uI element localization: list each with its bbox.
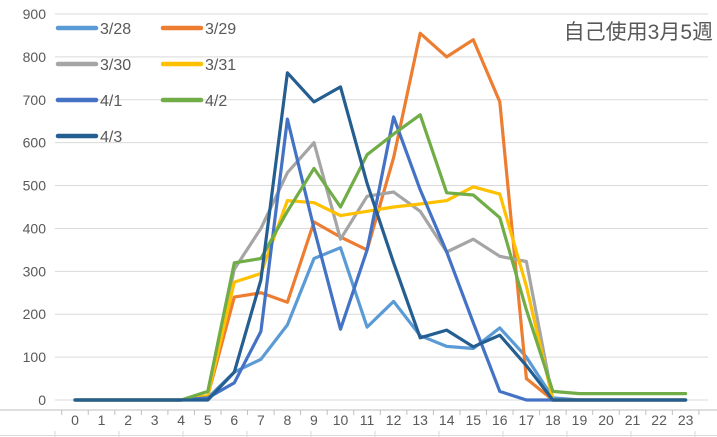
legend-label-3-31: 3/31 (205, 57, 236, 74)
x-tick-label-1: 1 (98, 412, 106, 428)
legend-item-3-30[interactable]: 3/30 (55, 57, 131, 74)
x-tick-label-4: 4 (177, 412, 185, 428)
y-tick-label-200: 200 (23, 306, 47, 322)
y-tick-label-600: 600 (23, 135, 47, 151)
x-tick-label-14: 14 (439, 412, 455, 428)
x-tick-label-7: 7 (257, 412, 265, 428)
x-tick-label-19: 19 (572, 412, 588, 428)
x-tick-label-10: 10 (333, 412, 349, 428)
legend-label-4-2: 4/2 (205, 93, 227, 110)
y-tick-label-100: 100 (23, 349, 47, 365)
legend-label-3-30: 3/30 (100, 57, 131, 74)
y-tick-label-0: 0 (38, 392, 46, 408)
x-tick-label-6: 6 (230, 412, 238, 428)
y-tick-label-900: 900 (23, 6, 47, 22)
legend-item-3-31[interactable]: 3/31 (160, 57, 236, 74)
legend-label-3-28: 3/28 (100, 21, 131, 38)
x-axis: 0 1 2 3 4 5 6 7 8 9 10 11 12 13 14 15 16 17 18 19 20 21 22 23 (0, 409, 717, 428)
chart-title[interactable]: 自己使用3月5週 (564, 21, 713, 44)
legend-item-4-2[interactable]: 4/2 (160, 93, 227, 110)
y-tick-label-500: 500 (23, 178, 47, 194)
legend-item-3-29[interactable]: 3/29 (160, 21, 236, 38)
x-tick-label-0: 0 (71, 412, 79, 428)
x-tick-label-8: 8 (284, 412, 292, 428)
x-tick-label-9: 9 (310, 412, 318, 428)
series-lines[interactable] (73, 31, 688, 402)
x-tick-label-23: 23 (678, 412, 694, 428)
plot-area[interactable] (55, 14, 708, 400)
series-line-4-3[interactable] (73, 71, 688, 402)
x-tick-label-22: 22 (651, 412, 667, 428)
x-tick-label-2: 2 (124, 412, 132, 428)
x-tick-label-21: 21 (625, 412, 641, 428)
x-tick-label-17: 17 (519, 412, 535, 428)
x-tick-label-12: 12 (386, 412, 402, 428)
x-tick-label-11: 11 (360, 412, 375, 428)
x-tick-label-20: 20 (598, 412, 614, 428)
y-tick-label-400: 400 (23, 220, 47, 236)
y-tick-label-700: 700 (23, 92, 47, 108)
legend-label-4-1: 4/1 (100, 93, 122, 110)
legend-item-3-28[interactable]: 3/28 (55, 21, 131, 38)
y-tick-label-300: 300 (23, 263, 47, 279)
y-axis-tick-labels: 0 100 200 300 400 500 600 700 800 900 (23, 6, 47, 408)
x-tick-label-18: 18 (545, 412, 561, 428)
legend-item-4-1[interactable]: 4/1 (55, 93, 122, 110)
x-tick-label-5: 5 (204, 412, 212, 428)
x-tick-label-16: 16 (492, 412, 508, 428)
chart-legend[interactable]: 3/28 3/29 3/30 3/31 4/1 4/2 4/3 (55, 21, 236, 146)
x-tick-label-15: 15 (465, 412, 481, 428)
legend-item-4-3[interactable]: 4/3 (55, 129, 122, 146)
x-tick-label-3: 3 (151, 412, 159, 428)
x-tick-label-13: 13 (412, 412, 428, 428)
spreadsheet-edge-row (0, 431, 717, 437)
y-tick-label-800: 800 (23, 49, 47, 65)
legend-label-4-3: 4/3 (100, 129, 122, 146)
legend-label-3-29: 3/29 (205, 21, 236, 38)
